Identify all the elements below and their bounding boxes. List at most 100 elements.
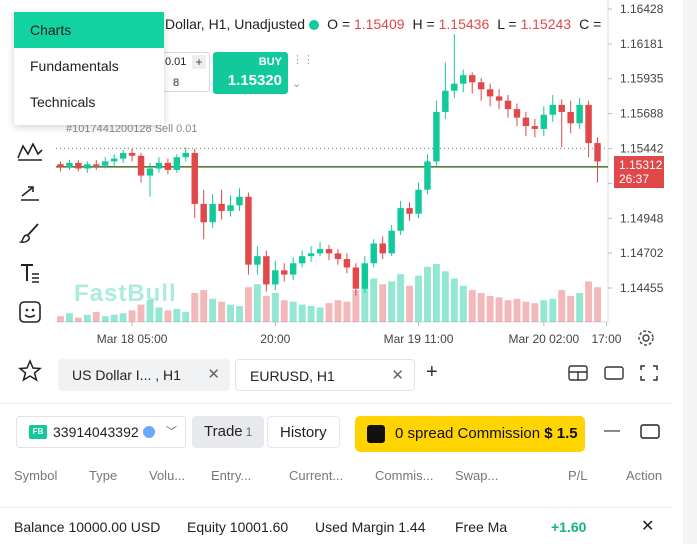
volume-bar: [262, 295, 270, 322]
window-icon[interactable]: [604, 365, 624, 386]
col-commission[interactable]: Commis...: [375, 468, 434, 483]
col-swap[interactable]: Swap...: [455, 468, 499, 483]
candle-body: [451, 83, 458, 91]
candle-body: [298, 256, 306, 264]
tab-eurusd[interactable]: EURUSD, H1 ✕: [235, 359, 415, 391]
promo-banner[interactable]: 0 spread Commission $ 1.5: [355, 416, 585, 452]
volume-bar: [119, 313, 127, 322]
volume-bar: [182, 311, 190, 322]
candle-body: [119, 152, 127, 159]
trend-tool-icon[interactable]: [16, 178, 44, 206]
volume-bar: [495, 297, 503, 322]
used-margin: Used Margin 1.44: [315, 519, 426, 535]
text-tool-icon[interactable]: [16, 259, 44, 287]
x-tick-label: Mar 20 02:00: [508, 332, 579, 346]
tab-trade[interactable]: Trade 1: [192, 416, 265, 448]
volume-bar: [397, 274, 405, 322]
lot-increase-button[interactable]: +: [192, 55, 206, 69]
candle-body: [442, 90, 449, 112]
volume-bar: [227, 304, 235, 322]
volume-bar: [334, 300, 342, 322]
add-tab-button[interactable]: +: [426, 361, 438, 383]
menu-item-technicals[interactable]: Technicals: [30, 94, 96, 110]
favorite-star-icon[interactable]: [16, 357, 44, 385]
candle-body: [307, 253, 315, 257]
close-tab-icon[interactable]: ✕: [207, 366, 220, 383]
menu-item-charts[interactable]: Charts: [14, 12, 164, 48]
close-tab-icon[interactable]: ✕: [391, 367, 404, 384]
x-tick-label: 20:00: [260, 332, 290, 346]
volume-bar: [549, 298, 557, 322]
col-entry[interactable]: Entry...: [211, 468, 252, 483]
candle-body: [254, 256, 261, 265]
y-tick-label: 1.14948: [620, 211, 664, 225]
candle-body: [522, 117, 530, 127]
volume-bar: [74, 317, 82, 322]
position-line-label[interactable]: #1017441200128 Sell 0.01: [66, 123, 198, 135]
candle-body: [110, 158, 118, 162]
account-selector[interactable]: FB 33914043392 ﹀: [16, 416, 186, 448]
buy-button[interactable]: BUY 1.15320: [213, 52, 288, 94]
candle-body: [379, 243, 386, 254]
trade-tab-label: Trade: [204, 423, 243, 440]
watermark-logo: FastBull: [74, 280, 177, 307]
volume-bar: [164, 310, 172, 322]
close-icon[interactable]: ✕: [641, 518, 655, 535]
candle-body: [173, 157, 181, 170]
volume-bar: [325, 303, 333, 322]
positions-table-header: Symbol Type Volu... Entry... Current... …: [0, 464, 672, 486]
candle-body: [155, 162, 163, 169]
col-current[interactable]: Current...: [289, 468, 344, 483]
chevron-down-icon: ﹀: [166, 426, 177, 438]
volume-bar: [352, 290, 360, 322]
fullscreen-icon[interactable]: [640, 365, 658, 386]
candle-body: [66, 162, 73, 168]
candle-body: [209, 203, 216, 223]
volume-bar: [567, 295, 575, 322]
emoji-tool-icon[interactable]: [16, 298, 44, 326]
volume-bar: [110, 314, 118, 322]
maximize-icon[interactable]: [640, 424, 660, 444]
candle-body: [406, 208, 413, 214]
volume-bar: [209, 298, 217, 322]
account-id: 33914043392: [53, 424, 139, 440]
drag-handle-icon[interactable]: ⋮⋮ ⌄: [292, 54, 314, 90]
brush-tool-icon[interactable]: [16, 219, 44, 247]
candle-body: [460, 75, 467, 84]
col-volume[interactable]: Volu...: [149, 468, 186, 483]
tab-history[interactable]: History: [267, 416, 340, 448]
candle-body: [585, 104, 592, 144]
x-tick-label: 17:00: [591, 332, 621, 346]
y-tick-label: 1.16181: [620, 37, 664, 51]
scrollbar[interactable]: [683, 0, 697, 544]
trade-count: 1: [245, 425, 253, 439]
candle-body: [433, 111, 440, 162]
pattern-tool-icon[interactable]: [16, 137, 44, 165]
view-menu: Charts Fundamentals Technicals: [14, 12, 164, 125]
legend-title: Dollar, H1, Unadjusted: [165, 16, 306, 32]
y-tick-label: 1.15442: [620, 141, 664, 155]
promo-text: 0 spread Commission: [395, 425, 541, 442]
volume-bar: [504, 300, 512, 322]
lot-value: 0.01: [165, 56, 187, 68]
volume-bar: [155, 307, 163, 322]
col-symbol[interactable]: Symbol: [14, 468, 58, 483]
menu-item-fundamentals[interactable]: Fundamentals: [30, 58, 119, 74]
candle-body: [486, 89, 494, 97]
col-action[interactable]: Action: [626, 468, 663, 483]
col-type[interactable]: Type: [89, 468, 118, 483]
minimize-icon[interactable]: —: [604, 422, 620, 439]
chart-settings-gear-icon[interactable]: [637, 329, 655, 352]
layout-icon[interactable]: [568, 365, 588, 386]
candle-body: [549, 104, 556, 115]
tab-us-dollar-index[interactable]: US Dollar I... , H1 ✕: [58, 359, 230, 391]
chart-area[interactable]: 1.164281.161811.159351.156881.154421.151…: [0, 0, 697, 382]
col-pl[interactable]: P/L: [568, 468, 588, 483]
buy-price: 1.15320: [227, 72, 282, 89]
candle-body: [567, 111, 574, 124]
lot-size-input[interactable]: 0.01 + 8: [160, 52, 210, 92]
volume-bar: [92, 311, 100, 322]
candlestick-chart[interactable]: 1.164281.161811.159351.156881.154421.151…: [0, 0, 697, 355]
candle-body: [370, 243, 377, 264]
legend-o-value: 1.15409: [353, 16, 405, 32]
